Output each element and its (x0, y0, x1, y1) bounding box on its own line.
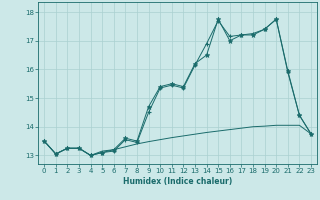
X-axis label: Humidex (Indice chaleur): Humidex (Indice chaleur) (123, 177, 232, 186)
